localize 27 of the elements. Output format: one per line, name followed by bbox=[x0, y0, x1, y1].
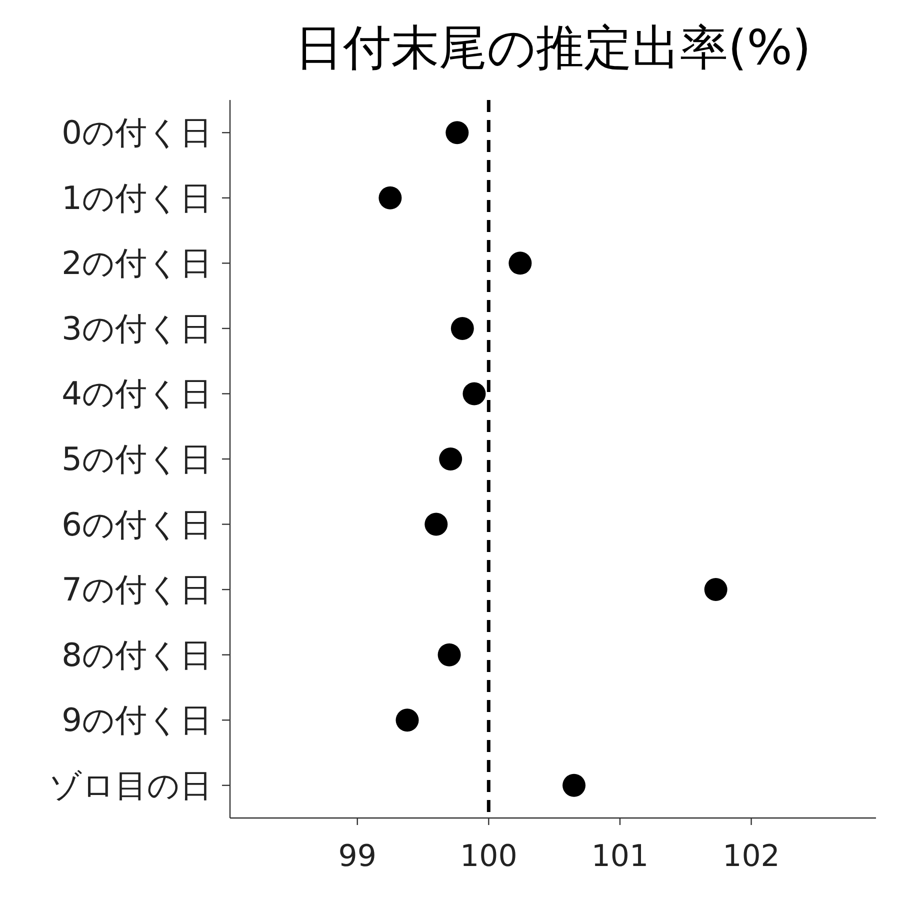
point bbox=[462, 382, 486, 406]
x-tick-label: 100 bbox=[460, 839, 518, 874]
y-tick-label: 3の付く日 bbox=[62, 309, 212, 348]
y-tick-label: 7の付く日 bbox=[62, 570, 212, 609]
y-tick-label: 4の付く日 bbox=[62, 374, 212, 413]
point bbox=[704, 578, 728, 602]
point bbox=[450, 316, 474, 340]
y-tick-label: 2の付く日 bbox=[62, 244, 212, 282]
point bbox=[446, 121, 469, 144]
x-tick-label: 99 bbox=[338, 839, 376, 874]
point bbox=[438, 643, 461, 666]
y-tick-label: 8の付く日 bbox=[62, 636, 212, 674]
x-tick-label: 102 bbox=[722, 839, 780, 874]
x-tick-label: 101 bbox=[591, 839, 649, 874]
point bbox=[508, 252, 532, 275]
point bbox=[439, 448, 462, 470]
y-tick-label: ゾロ目の日 bbox=[49, 766, 212, 804]
y-tick-label: 0の付く日 bbox=[62, 114, 212, 152]
chart-title: 日付末尾の推定出率(%) bbox=[294, 20, 812, 76]
point bbox=[396, 708, 419, 732]
point bbox=[562, 774, 586, 797]
y-tick-label: 9の付く日 bbox=[62, 701, 212, 740]
y-tick-label: 6の付く日 bbox=[62, 505, 212, 544]
point bbox=[424, 512, 448, 536]
y-tick-label: 5の付く日 bbox=[62, 440, 212, 478]
point bbox=[378, 186, 402, 210]
y-tick-label: 1の付く日 bbox=[62, 178, 212, 217]
